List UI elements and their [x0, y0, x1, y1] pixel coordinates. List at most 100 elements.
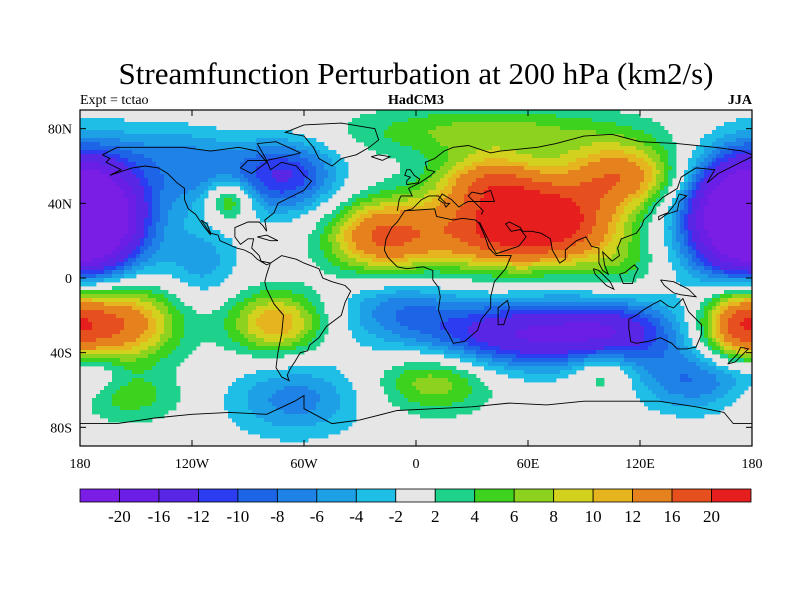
contour-cell [472, 202, 477, 207]
contour-cell [336, 170, 341, 175]
contour-cell [436, 138, 441, 143]
contour-cell [580, 226, 585, 231]
contour-cell [124, 154, 129, 159]
contour-cell [184, 206, 189, 211]
contour-cell [132, 182, 137, 187]
contour-cell [488, 154, 493, 159]
contour-cell [184, 154, 189, 159]
contour-cell [488, 202, 493, 207]
contour-cell [592, 194, 597, 199]
contour-cell [552, 218, 557, 223]
contour-cell [216, 242, 221, 247]
contour-cell [320, 182, 325, 187]
contour-cell [328, 158, 333, 163]
contour-cell [228, 178, 233, 183]
contour-cell [552, 170, 557, 175]
contour-cell [700, 234, 705, 239]
contour-cell [124, 234, 129, 239]
contour-cell [224, 150, 229, 155]
contour-cell [304, 202, 309, 207]
contour-cell [536, 154, 541, 159]
contour-cell [564, 242, 569, 247]
contour-cell [496, 222, 501, 227]
contour-cell [452, 142, 457, 147]
contour-cell [568, 162, 573, 167]
contour-cell [408, 154, 413, 159]
contour-cell [492, 162, 497, 167]
contour-cell [528, 162, 533, 167]
contour-cell [164, 198, 169, 203]
contour-cell [172, 226, 177, 231]
contour-cell [328, 250, 333, 255]
contour-cell [468, 174, 473, 179]
contour-cell [536, 110, 541, 115]
contour-cell [640, 246, 645, 251]
contour-cell [508, 238, 513, 243]
contour-cell [232, 170, 237, 175]
contour-cell [584, 210, 589, 215]
contour-cell [128, 178, 133, 183]
contour-cell [220, 142, 225, 147]
contour-cell [748, 206, 753, 211]
contour-cell [748, 142, 753, 147]
contour-cell [520, 178, 525, 183]
contour-cell [368, 186, 373, 191]
contour-cell [356, 194, 361, 199]
contour-cell [644, 218, 649, 223]
contour-cell [408, 210, 413, 215]
contour-cell [116, 134, 121, 139]
contour-cell [280, 150, 285, 155]
contour-cell [128, 230, 133, 235]
contour-cell [156, 138, 161, 143]
contour-cell [580, 202, 585, 207]
contour-cell [572, 206, 577, 211]
contour-cell [244, 178, 249, 183]
contour-cell [280, 214, 285, 219]
contour-cell [96, 198, 101, 203]
contour-cell [372, 230, 377, 235]
contour-cell [312, 138, 317, 143]
contour-cell [432, 146, 437, 151]
contour-cell [400, 242, 405, 247]
contour-cell [100, 150, 105, 155]
contour-cell [452, 118, 457, 123]
contour-cell [208, 142, 213, 147]
contour-cell [412, 114, 417, 119]
contour-cell [88, 234, 93, 239]
contour-cell [192, 190, 197, 195]
contour-cell [472, 206, 477, 211]
contour-cell [592, 170, 597, 175]
contour-cell [624, 198, 629, 203]
contour-cell [608, 234, 613, 239]
contour-cell [640, 154, 645, 159]
contour-cell [144, 190, 149, 195]
contour-cell [564, 210, 569, 215]
contour-cell [568, 182, 573, 187]
contour-cell [452, 110, 457, 115]
contour-cell [296, 210, 301, 215]
contour-cell [432, 210, 437, 215]
contour-cell [696, 162, 701, 167]
contour-cell [584, 206, 589, 211]
contour-cell [484, 242, 489, 247]
contour-cell [200, 226, 205, 231]
contour-cell [500, 210, 505, 215]
contour-cell [476, 202, 481, 207]
contour-cell [124, 190, 129, 195]
contour-cell [484, 194, 489, 199]
contour-cell [248, 138, 253, 143]
contour-cell [240, 138, 245, 143]
contour-cell [324, 178, 329, 183]
contour-cell [384, 198, 389, 203]
contour-cell [184, 238, 189, 243]
contour-cell [376, 142, 381, 147]
contour-cell [380, 142, 385, 147]
contour-cell [452, 138, 457, 143]
contour-cell [504, 242, 509, 247]
contour-cell [696, 146, 701, 151]
contour-cell [348, 210, 353, 215]
contour-cell [92, 134, 97, 139]
contour-cell [484, 214, 489, 219]
contour-cell [148, 222, 153, 227]
contour-cell [296, 170, 301, 175]
